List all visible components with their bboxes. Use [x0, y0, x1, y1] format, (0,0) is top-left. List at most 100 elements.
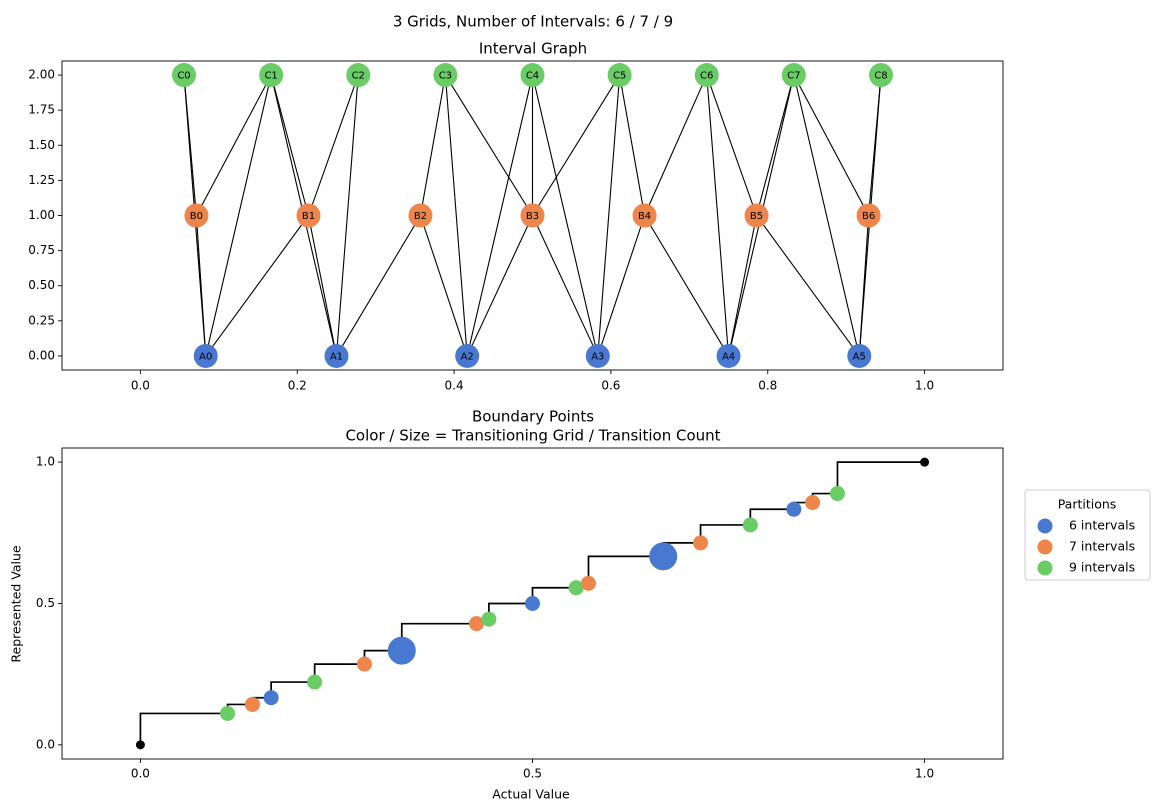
- boundary-points-title: Boundary Points: [472, 408, 594, 426]
- node-C7: [781, 63, 806, 88]
- y-tick-label: 0.5: [36, 596, 55, 610]
- endpoint-1: [920, 457, 930, 467]
- legend-label: 9 intervals: [1069, 560, 1135, 575]
- edge-B0-C1: [195, 74, 272, 216]
- interval-graph-nodes: A0 A1 A2 A3 A4 A5 B0 B1 B2 B3 B4 B5 B6 C0 C1 C2 C3 C4 C5 C6…: [172, 63, 893, 368]
- y-tick-label: 0.50: [28, 278, 55, 292]
- boundary-point: [786, 501, 802, 517]
- node-label-C5: C5: [613, 71, 626, 82]
- y-tick-label: 0.0: [36, 737, 55, 751]
- edge-A4-B4: [644, 215, 730, 357]
- edge-A2-C4: [466, 74, 534, 357]
- node-label-B0: B0: [190, 211, 203, 222]
- node-label-A4: A4: [722, 351, 735, 362]
- node-C0: [172, 63, 197, 88]
- node-label-B5: B5: [750, 211, 763, 222]
- edge-A3-B4: [597, 215, 646, 357]
- legend-frame: [1024, 489, 1151, 581]
- node-label-B4: B4: [638, 211, 651, 222]
- boundary-point: [525, 596, 540, 611]
- node-label-B2: B2: [414, 211, 427, 222]
- boundary-points-axes: 0.0 0.5 1.0 0.0 0.5 1.0: [36, 447, 1004, 781]
- node-B2: [408, 203, 433, 228]
- node-A0: [193, 343, 218, 368]
- node-B1: [296, 203, 321, 228]
- boundary-point: [742, 517, 758, 533]
- boundary-point: [649, 542, 678, 571]
- node-B0: [184, 203, 209, 228]
- interval-graph-title: Interval Graph: [479, 40, 587, 58]
- y-tick-label: 1.75: [28, 103, 55, 117]
- y-tick-label: 0.00: [28, 348, 55, 362]
- endpoint-0: [135, 740, 145, 750]
- legend-marker-grid9: [1037, 560, 1053, 576]
- node-C4: [520, 63, 545, 88]
- x-tick-label: 0.2: [288, 379, 307, 393]
- edge-A0-B1: [205, 215, 309, 357]
- edge-B4-C6: [644, 74, 708, 216]
- edge-B5-C7: [756, 74, 795, 216]
- boundary-point: [387, 636, 416, 665]
- y-tick-label: 0.25: [28, 313, 55, 327]
- edge-B0-C0: [183, 74, 197, 216]
- edge-A2-C3: [444, 75, 468, 356]
- node-A4: [716, 343, 741, 368]
- legend-label: 7 intervals: [1069, 539, 1135, 554]
- node-A1: [324, 343, 349, 368]
- node-A3: [585, 343, 610, 368]
- edge-A3-B3: [532, 215, 599, 357]
- edge-A4-C6: [706, 75, 730, 356]
- node-label-A3: A3: [591, 351, 604, 362]
- node-label-B6: B6: [862, 211, 875, 222]
- node-A2: [455, 343, 480, 368]
- legend-title: Partitions: [1058, 497, 1117, 512]
- boundary-point: [805, 495, 821, 511]
- edge-B6-C8: [868, 74, 882, 216]
- edge-A1-C2: [335, 75, 359, 356]
- edge-A5-B5: [756, 215, 860, 357]
- x-tick-label: 0.0: [131, 379, 150, 393]
- boundary-point: [693, 535, 709, 551]
- y-tick-label: 2.00: [28, 68, 55, 82]
- edge-A2-B3: [466, 215, 533, 357]
- x-tick-label: 0.4: [445, 379, 464, 393]
- edge-A3-C4: [531, 74, 599, 357]
- node-C1: [259, 63, 284, 88]
- node-label-A1: A1: [330, 351, 343, 362]
- edge-B4-C5: [619, 74, 646, 216]
- node-B5: [744, 203, 769, 228]
- legend-marker-grid7: [1037, 539, 1053, 555]
- x-tick-label: 1.0: [915, 767, 934, 781]
- boundary-point: [307, 674, 323, 690]
- node-B4: [632, 203, 657, 228]
- boundary-point: [356, 656, 372, 672]
- node-label-C8: C8: [874, 71, 887, 82]
- node-label-C0: C0: [177, 71, 190, 82]
- legend: Partitions 6 intervals 7 intervals 9 inter…: [1024, 489, 1151, 581]
- node-C5: [607, 63, 632, 88]
- node-C8: [868, 63, 893, 88]
- node-label-B3: B3: [526, 211, 539, 222]
- edge-A0-C1: [205, 74, 272, 357]
- node-B6: [856, 203, 881, 228]
- edge-B2-C3: [419, 74, 446, 216]
- y-tick-label: 1.25: [28, 173, 55, 187]
- node-A5: [847, 343, 872, 368]
- edge-A3-C5: [597, 75, 621, 356]
- boundary-point: [568, 580, 584, 596]
- legend-marker-grid6: [1037, 518, 1053, 534]
- node-label-C3: C3: [439, 71, 452, 82]
- x-tick-label: 0.8: [758, 379, 777, 393]
- boundary-point: [220, 705, 236, 721]
- x-tick-label: 0.5: [523, 767, 542, 781]
- edge-B5-C6: [706, 74, 758, 216]
- boundary-point: [829, 486, 845, 502]
- interval-graph-axes: 0.0 0.2 0.4 0.6 0.8 1.0 0.00 0.25 0.50 0.75 1.00 1.…: [28, 60, 1004, 393]
- node-label-B1: B1: [302, 211, 315, 222]
- boundary-points-subtitle: Color / Size = Transitioning Grid / Tran…: [345, 427, 720, 445]
- y-axis-label: Represented Value: [9, 545, 24, 663]
- edge-B1-C2: [307, 74, 359, 216]
- boundary-point: [469, 616, 485, 632]
- boundary-point: [244, 696, 260, 712]
